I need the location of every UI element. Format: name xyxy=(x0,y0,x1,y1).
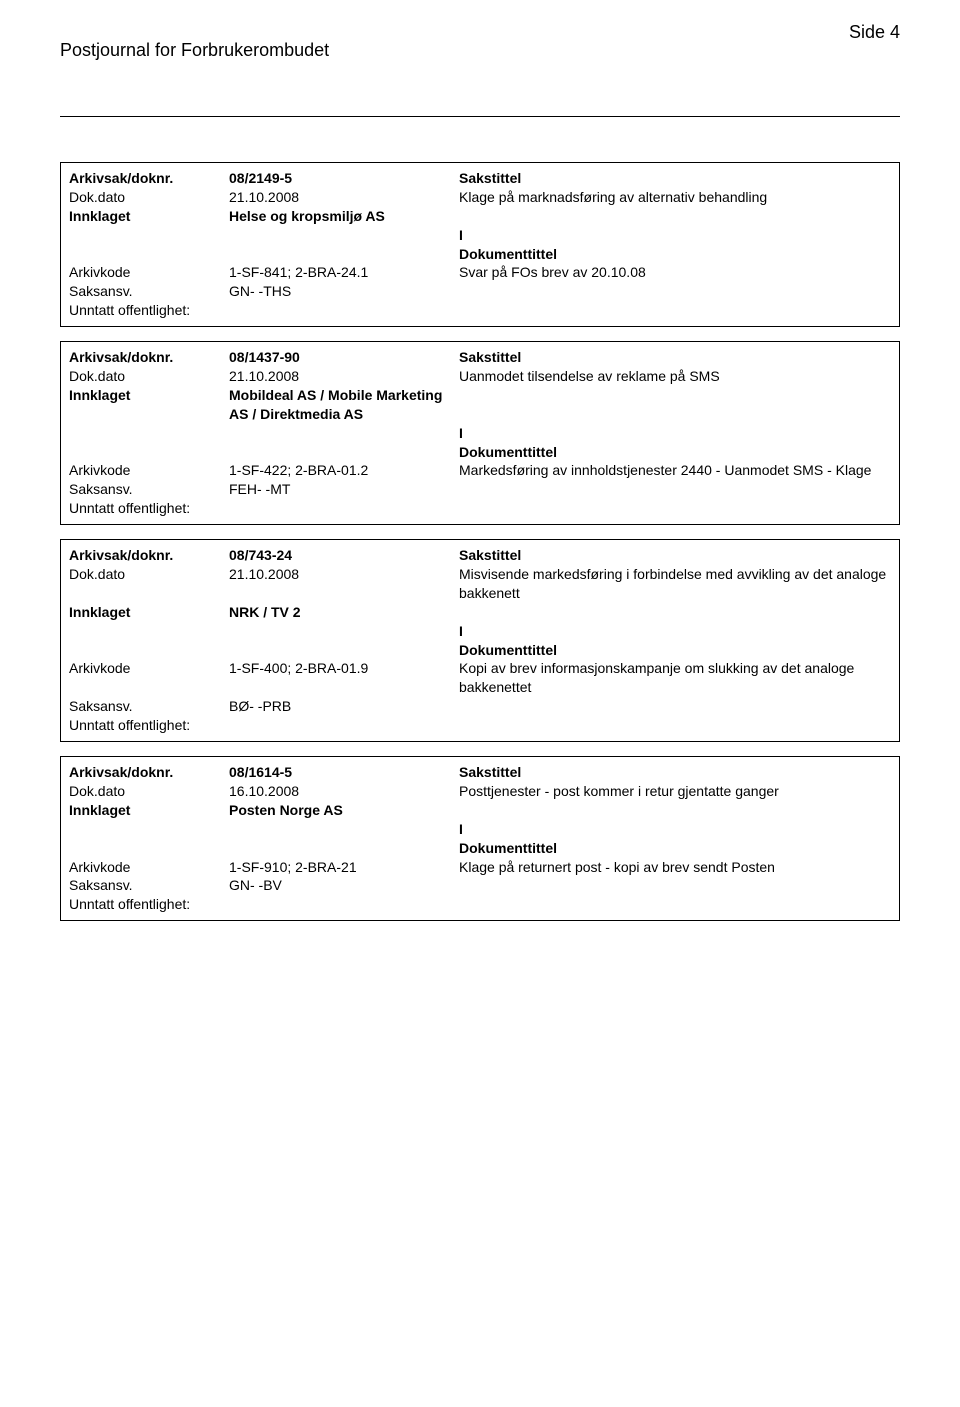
page-header: Side 4 Postjournal for Forbrukerombudet xyxy=(60,40,900,61)
value-saksansv: FEH- -MT xyxy=(229,480,459,499)
value-doc-letter: I xyxy=(459,622,891,641)
label-saksansv: Saksansv. xyxy=(69,480,229,499)
value-arkivkode: 1-SF-422; 2-BRA-01.2 xyxy=(229,461,459,480)
value-dokumenttittel: Markedsføring av innholdstjenester 2440 … xyxy=(459,461,891,480)
value-arkivkode: 1-SF-400; 2-BRA-01.9 xyxy=(229,659,459,678)
label-innklaget: Innklaget xyxy=(69,603,229,622)
label-saksansv: Saksansv. xyxy=(69,876,229,895)
label-unntatt: Unntatt offentlighet: xyxy=(69,895,190,914)
value-sakstittel: Misvisende markedsføring i forbindelse m… xyxy=(459,565,891,603)
label-dokdato: Dok.dato xyxy=(69,565,229,584)
value-dokdato: 21.10.2008 xyxy=(229,367,459,386)
records-container: Arkivsak/doknr. 08/2149-5 Sakstittel Dok… xyxy=(60,162,900,921)
value-saksansv: GN- -THS xyxy=(229,282,459,301)
value-dokdato: 21.10.2008 xyxy=(229,565,459,584)
label-arkivsak: Arkivsak/doknr. xyxy=(69,169,229,188)
value-dokdato: 21.10.2008 xyxy=(229,188,459,207)
value-doc-letter: I xyxy=(459,424,891,443)
label-arkivsak: Arkivsak/doknr. xyxy=(69,763,229,782)
value-arkivsak: 08/1614-5 xyxy=(229,763,459,782)
value-arkivkode: 1-SF-910; 2-BRA-21 xyxy=(229,858,459,877)
label-unntatt: Unntatt offentlighet: xyxy=(69,716,190,735)
label-saksansv: Saksansv. xyxy=(69,282,229,301)
journal-record: Arkivsak/doknr. 08/1614-5 Sakstittel Dok… xyxy=(60,756,900,921)
value-arkivkode: 1-SF-841; 2-BRA-24.1 xyxy=(229,263,459,282)
journal-record: Arkivsak/doknr. 08/2149-5 Sakstittel Dok… xyxy=(60,162,900,327)
value-dokumenttittel: Svar på FOs brev av 20.10.08 xyxy=(459,263,891,282)
value-innklaget: Posten Norge AS xyxy=(229,801,459,820)
value-sakstittel: Posttjenester - post kommer i retur gjen… xyxy=(459,782,891,801)
value-doc-letter: I xyxy=(459,820,891,839)
label-arkivkode: Arkivkode xyxy=(69,461,229,480)
label-arkivkode: Arkivkode xyxy=(69,858,229,877)
page-number: Side 4 xyxy=(849,22,900,43)
label-dokdato: Dok.dato xyxy=(69,367,229,386)
label-dokumenttittel: Dokumenttittel xyxy=(459,443,891,462)
label-dokdato: Dok.dato xyxy=(69,782,229,801)
label-sakstittel: Sakstittel xyxy=(459,348,891,367)
label-dokumenttittel: Dokumenttittel xyxy=(459,839,891,858)
label-dokumenttittel: Dokumenttittel xyxy=(459,641,891,660)
journal-title: Postjournal for Forbrukerombudet xyxy=(60,40,900,61)
value-saksansv: BØ- -PRB xyxy=(229,697,459,716)
value-dokumenttittel: Kopi av brev informasjonskampanje om slu… xyxy=(459,659,891,697)
label-arkivsak: Arkivsak/doknr. xyxy=(69,348,229,367)
value-dokdato: 16.10.2008 xyxy=(229,782,459,801)
label-innklaget: Innklaget xyxy=(69,801,229,820)
value-arkivsak: 08/1437-90 xyxy=(229,348,459,367)
label-dokdato: Dok.dato xyxy=(69,188,229,207)
label-unntatt: Unntatt offentlighet: xyxy=(69,301,190,320)
label-unntatt: Unntatt offentlighet: xyxy=(69,499,190,518)
value-sakstittel: Uanmodet tilsendelse av reklame på SMS xyxy=(459,367,891,386)
label-innklaget: Innklaget xyxy=(69,207,229,226)
value-doc-letter: I xyxy=(459,226,891,245)
value-dokumenttittel: Klage på returnert post - kopi av brev s… xyxy=(459,858,891,877)
label-sakstittel: Sakstittel xyxy=(459,169,891,188)
label-sakstittel: Sakstittel xyxy=(459,763,891,782)
label-sakstittel: Sakstittel xyxy=(459,546,891,565)
label-arkivsak: Arkivsak/doknr. xyxy=(69,546,229,565)
journal-record: Arkivsak/doknr. 08/1437-90 Sakstittel Do… xyxy=(60,341,900,525)
value-arkivsak: 08/743-24 xyxy=(229,546,459,565)
label-arkivkode: Arkivkode xyxy=(69,263,229,282)
value-saksansv: GN- -BV xyxy=(229,876,459,895)
label-arkivkode: Arkivkode xyxy=(69,659,229,678)
journal-record: Arkivsak/doknr. 08/743-24 Sakstittel Dok… xyxy=(60,539,900,742)
value-arkivsak: 08/2149-5 xyxy=(229,169,459,188)
label-innklaget: Innklaget xyxy=(69,386,229,405)
value-sakstittel: Klage på marknadsføring av alternativ be… xyxy=(459,188,891,207)
value-innklaget: NRK / TV 2 xyxy=(229,603,459,622)
value-innklaget: Mobildeal AS / Mobile Marketing AS / Dir… xyxy=(229,386,459,424)
value-innklaget: Helse og kropsmiljø AS xyxy=(229,207,459,226)
label-dokumenttittel: Dokumenttittel xyxy=(459,245,891,264)
label-saksansv: Saksansv. xyxy=(69,697,229,716)
header-divider xyxy=(60,116,900,117)
